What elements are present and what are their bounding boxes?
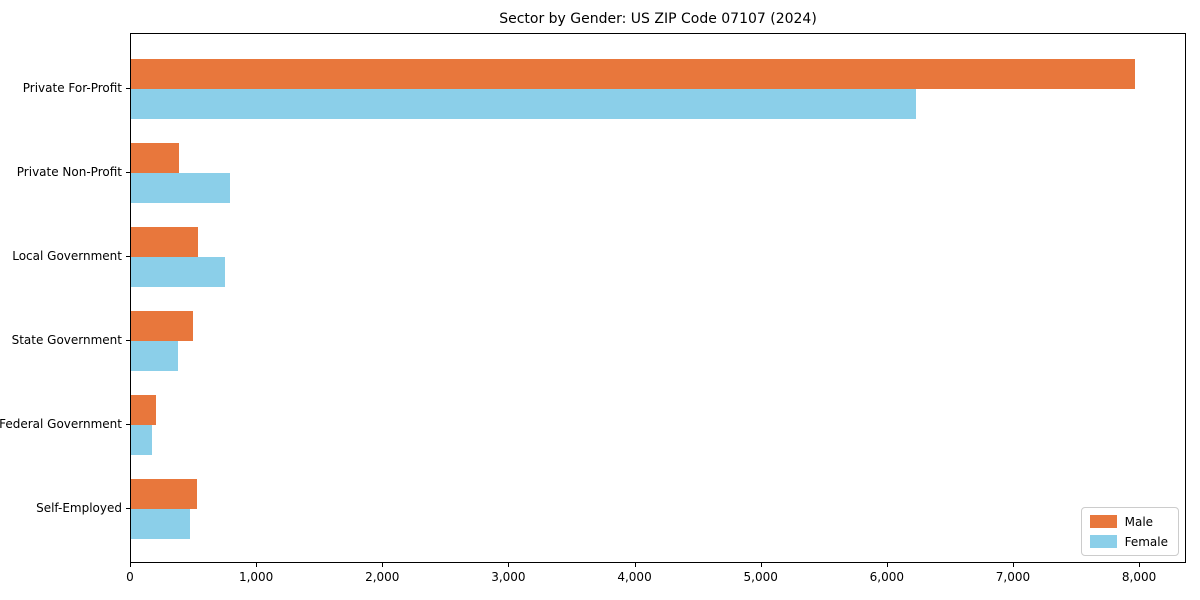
x-tick-label: 6,000 <box>869 570 904 584</box>
chart-title: Sector by Gender: US ZIP Code 07107 (202… <box>499 11 817 27</box>
bar-male-6 <box>131 479 197 509</box>
bar-female-5 <box>131 425 153 455</box>
y-tick-label: Federal Government <box>0 417 122 431</box>
y-tick-label: Private Non-Profit <box>16 165 122 179</box>
y-tick <box>126 424 130 425</box>
y-tick <box>126 508 130 509</box>
x-tick <box>130 563 131 567</box>
x-tick-label: 7,000 <box>995 570 1031 584</box>
y-tick-label: Private For-Profit <box>22 81 122 95</box>
bar-male-1 <box>131 59 1136 89</box>
x-tick <box>634 563 636 567</box>
legend-item-female: Female <box>1089 534 1168 549</box>
x-tick <box>886 563 888 567</box>
y-tick-label: State Government <box>11 333 122 347</box>
x-tick <box>1139 563 1141 567</box>
bar-female-1 <box>131 89 916 119</box>
plot-area <box>130 33 1186 563</box>
female-swatch <box>1089 535 1117 548</box>
legend-item-male: Male <box>1089 514 1168 529</box>
y-tick <box>126 256 130 257</box>
male-swatch <box>1089 515 1117 528</box>
bar-female-2 <box>131 173 231 203</box>
legend: Male Female <box>1080 507 1179 556</box>
bar-female-3 <box>131 257 225 287</box>
x-tick <box>382 563 384 567</box>
x-tick-label: 5,000 <box>743 570 778 584</box>
bar-male-3 <box>131 227 198 257</box>
x-tick-label: 2,000 <box>365 570 400 584</box>
legend-label-female: Female <box>1124 534 1168 549</box>
y-tick <box>126 88 130 89</box>
x-tick <box>508 563 510 567</box>
bar-female-6 <box>131 509 190 539</box>
x-tick-label: 3,000 <box>491 570 526 584</box>
bar-male-4 <box>131 311 193 341</box>
y-tick-label: Self-Employed <box>36 501 122 515</box>
x-tick <box>1012 563 1014 567</box>
y-tick <box>126 172 130 173</box>
x-tick-label: 4,000 <box>617 570 652 584</box>
x-tick <box>256 563 258 567</box>
y-tick <box>126 340 130 341</box>
x-tick-label: 8,000 <box>1121 570 1157 584</box>
x-tick-label: 1,000 <box>238 570 274 584</box>
x-tick <box>760 563 762 567</box>
bar-female-4 <box>131 341 178 371</box>
bar-male-5 <box>131 395 157 425</box>
y-tick-label: Local Government <box>12 249 122 263</box>
legend-label-male: Male <box>1124 514 1154 529</box>
bar-male-2 <box>131 143 179 173</box>
x-tick-label: 0 <box>126 570 134 584</box>
